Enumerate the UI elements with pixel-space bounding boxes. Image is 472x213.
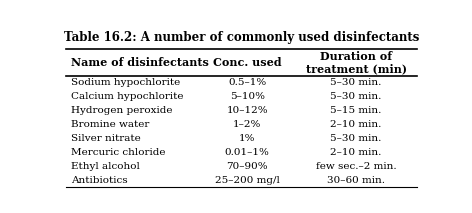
Text: 10–12%: 10–12% xyxy=(227,106,268,115)
Text: 5–30 min.: 5–30 min. xyxy=(330,134,382,143)
Text: 1%: 1% xyxy=(239,134,255,143)
Text: 1–2%: 1–2% xyxy=(233,120,261,129)
Text: 25–200 mg/l: 25–200 mg/l xyxy=(215,176,279,185)
Text: Bromine water: Bromine water xyxy=(71,120,149,129)
Text: Ethyl alcohol: Ethyl alcohol xyxy=(71,162,140,171)
Text: Conc. used: Conc. used xyxy=(213,57,281,68)
Text: Hydrogen peroxide: Hydrogen peroxide xyxy=(71,106,172,115)
Text: Calcium hypochlorite: Calcium hypochlorite xyxy=(71,92,183,101)
Text: Table 16.2: A number of commonly used disinfectants: Table 16.2: A number of commonly used di… xyxy=(64,31,420,44)
Text: 5–15 min.: 5–15 min. xyxy=(330,106,382,115)
Text: 5–30 min.: 5–30 min. xyxy=(330,78,382,87)
Text: 2–10 min.: 2–10 min. xyxy=(330,120,382,129)
Text: Mercuric chloride: Mercuric chloride xyxy=(71,148,165,157)
Text: 30–60 min.: 30–60 min. xyxy=(327,176,385,185)
Text: Silver nitrate: Silver nitrate xyxy=(71,134,141,143)
Text: few sec.–2 min.: few sec.–2 min. xyxy=(316,162,396,171)
Text: 5–10%: 5–10% xyxy=(230,92,265,101)
Text: 5–30 min.: 5–30 min. xyxy=(330,92,382,101)
Text: Name of disinfectants: Name of disinfectants xyxy=(71,57,209,68)
Text: 0.01–1%: 0.01–1% xyxy=(225,148,270,157)
Text: 2–10 min.: 2–10 min. xyxy=(330,148,382,157)
Text: Sodium hypochlorite: Sodium hypochlorite xyxy=(71,78,180,87)
Text: 0.5–1%: 0.5–1% xyxy=(228,78,266,87)
Text: Antibiotics: Antibiotics xyxy=(71,176,127,185)
Text: Duration of
treatment (min): Duration of treatment (min) xyxy=(305,50,406,74)
Text: 70–90%: 70–90% xyxy=(227,162,268,171)
